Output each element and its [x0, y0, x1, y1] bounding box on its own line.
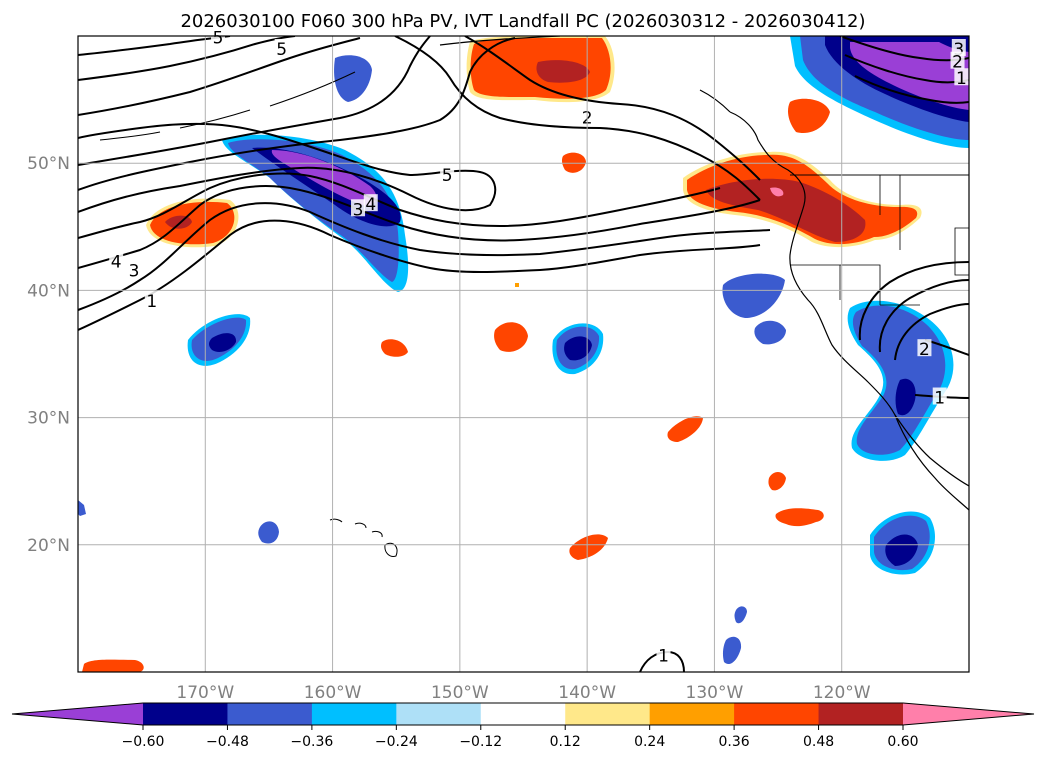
colorbar-bin [565, 703, 651, 725]
colorbar-bin [143, 703, 228, 725]
contour-label: 5 [274, 38, 289, 60]
colorbar-bin [227, 703, 313, 725]
ivt-contour-lines [78, 36, 969, 672]
colorbar-tick-label: −0.36 [290, 734, 333, 750]
coastline [729, 111, 969, 487]
colorbar-tick-label: −0.24 [375, 734, 418, 750]
svg-text:3: 3 [953, 40, 964, 60]
svg-text:4: 4 [365, 195, 376, 215]
lon-tick-label: 130°W [686, 683, 744, 703]
contour-label: 1 [144, 290, 159, 312]
colorbar-tick-label: 0.36 [719, 734, 750, 750]
colorbar-extend-high [903, 703, 1034, 725]
coastline-baja [894, 414, 969, 511]
colorbar-tick-label: −0.60 [122, 734, 165, 750]
lat-tick-label: 30°N [27, 409, 70, 429]
figure-title: 2026030100 F060 300 hPa PV, IVT Landfall… [180, 11, 865, 32]
lon-tick-label: 160°W [304, 683, 362, 703]
colorbar: −0.60 −0.48 −0.36 −0.24 −0.12 0.12 0.24 0.36 0.4… [11, 702, 1035, 750]
contour-label: 1 [954, 68, 969, 89]
colorbar-tick-label: −0.12 [459, 734, 502, 750]
latitude-labels: 50°N 40°N 30°N 20°N [27, 154, 70, 556]
colorbar-tick-label: −0.48 [206, 734, 249, 750]
svg-text:5: 5 [213, 29, 224, 49]
colorbar-tick-label: 0.48 [803, 734, 834, 750]
svg-text:1: 1 [934, 389, 945, 409]
contour-label: 2 [917, 339, 932, 360]
svg-text:3: 3 [353, 200, 364, 220]
colorbar-bin [396, 703, 482, 725]
map-frame [77, 35, 970, 673]
colorbar-tick-label: 0.12 [550, 734, 581, 750]
contour-label: 3 [127, 260, 142, 281]
svg-text:1: 1 [658, 647, 669, 667]
lat-tick-label: 40°N [27, 281, 70, 301]
contour-label: 1 [656, 645, 671, 667]
negative-anomaly-small-blobs [78, 55, 935, 665]
contour-label: 4 [109, 251, 124, 272]
contour-label: 5 [440, 164, 455, 186]
positive-anomaly-gulf-of-alaska [466, 36, 615, 103]
colorbar-tick-label: 0.24 [634, 734, 665, 750]
colorbar-bin [480, 703, 566, 725]
svg-text:4: 4 [111, 252, 122, 272]
lon-tick-label: 120°W [813, 683, 871, 703]
colorbar-extend-low [12, 703, 143, 725]
contour-label: 4 [363, 194, 378, 215]
colorbar-bin [649, 703, 735, 725]
svg-text:3: 3 [129, 261, 140, 281]
positive-anomaly-small-blobs [82, 98, 830, 672]
lon-tick-label: 140°W [558, 683, 616, 703]
svg-text:2: 2 [919, 340, 930, 360]
colorbar-bin [818, 703, 904, 725]
gridlines [78, 36, 969, 672]
map-borders [99, 36, 969, 557]
lat-tick-label: 20°N [27, 536, 70, 556]
svg-text:5: 5 [442, 166, 453, 186]
coastline-alaska [439, 36, 731, 113]
lat-tick-label: 50°N [27, 154, 70, 174]
lon-tick-label: 170°W [176, 683, 234, 703]
hawaii [329, 518, 398, 557]
svg-text:2: 2 [952, 53, 963, 73]
colorbar-bin [311, 703, 397, 725]
contour-label: 1 [932, 387, 947, 409]
colorbar-bin [734, 703, 820, 725]
svg-text:1: 1 [146, 292, 157, 312]
contour-label: 2 [950, 51, 965, 73]
svg-text:1: 1 [956, 69, 967, 89]
aleutian-islands [99, 71, 356, 141]
svg-text:5: 5 [276, 40, 287, 60]
colorbar-tick-label: 0.60 [887, 734, 918, 750]
longitude-labels: 170°W 160°W 150°W 140°W 130°W 120°W [176, 683, 870, 703]
positive-anomaly-pacific-northwest [683, 151, 922, 248]
lon-tick-label: 150°W [431, 683, 489, 703]
contour-label: 3 [351, 199, 366, 220]
us-canada-border [790, 174, 969, 215]
contour-label: 5 [211, 27, 226, 49]
